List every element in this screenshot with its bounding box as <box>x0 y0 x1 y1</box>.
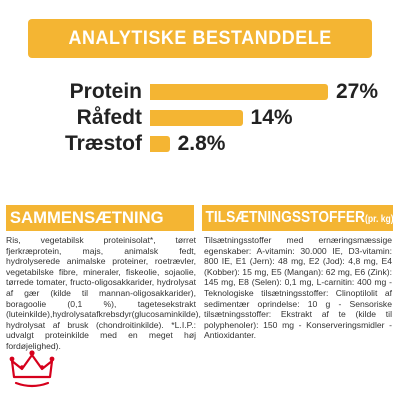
nutrient-label: Træstof <box>64 132 142 155</box>
composition-header: SAMMENSÆTNING <box>6 205 194 231</box>
page-title: ANALYTISKE BESTANDDELE <box>68 27 332 49</box>
nutrient-bar <box>150 110 243 126</box>
additives-text: Tilsætningsstoffer med ernæringsmæssige … <box>204 235 392 341</box>
nutrient-row-fiber: Træstof 2.8% <box>0 132 400 156</box>
nutrient-label: Råfedt <box>76 106 142 129</box>
title-banner: ANALYTISKE BESTANDDELE <box>28 19 372 58</box>
nutrient-row-fat: Råfedt 14% <box>0 106 400 130</box>
additives-title-main: TILSÆTNINGSSTOFFER <box>205 209 365 226</box>
nutrient-value: 2.8% <box>177 132 226 155</box>
nutrient-value: 27% <box>336 80 379 103</box>
nutrient-value: 14% <box>250 106 293 129</box>
nutrient-bar <box>150 84 328 100</box>
composition-title: SAMMENSÆTNING <box>9 208 164 227</box>
composition-text: Ris, vegetabilsk proteinisolat*, tørret … <box>6 235 201 351</box>
nutrient-label: Protein <box>69 80 142 103</box>
royal-canin-crown-icon <box>9 350 55 388</box>
nutrient-row-protein: Protein 27% <box>0 80 400 104</box>
additives-subtitle: (pr. kg) <box>364 214 393 225</box>
additives-title: TILSÆTNINGSSTOFFER(pr. kg) <box>202 209 393 227</box>
nutrient-bar <box>150 136 170 152</box>
additives-header: TILSÆTNINGSSTOFFER(pr. kg) <box>202 205 393 231</box>
